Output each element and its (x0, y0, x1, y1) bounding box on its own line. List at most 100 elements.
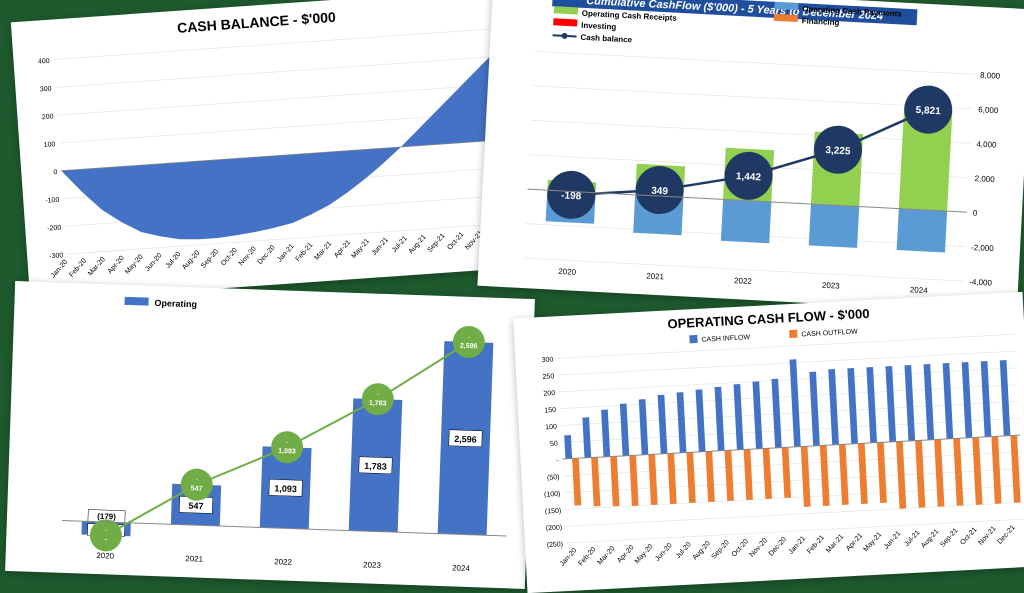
svg-text:Mar-21: Mar-21 (825, 533, 845, 554)
svg-text:(250): (250) (547, 541, 564, 549)
svg-text:0: 0 (973, 208, 978, 217)
svg-text:Apr-20: Apr-20 (616, 544, 635, 564)
svg-text:Mar-20: Mar-20 (596, 545, 616, 566)
svg-text:(100): (100) (544, 491, 561, 499)
svg-text:Oct-20: Oct-20 (220, 247, 239, 268)
svg-text:CASH BALANCE - $'000: CASH BALANCE - $'000 (177, 9, 337, 36)
svg-text:200: 200 (42, 113, 54, 121)
operating-cashflow-chart: OPERATING CASH FLOW - $'000 CASH INFLOW CA… (513, 292, 1024, 593)
svg-text:Feb-20: Feb-20 (577, 546, 597, 567)
svg-text:0: 0 (53, 169, 57, 176)
svg-text:Jun-21: Jun-21 (883, 530, 903, 551)
svg-text:-2,000: -2,000 (971, 243, 995, 253)
svg-text:Nov-21: Nov-21 (977, 525, 997, 547)
svg-text:Apr-20: Apr-20 (107, 255, 126, 276)
svg-text:2,000: 2,000 (974, 174, 995, 184)
svg-text:Aug-21: Aug-21 (920, 528, 940, 550)
svg-text:1,442: 1,442 (736, 171, 762, 183)
svg-text:250: 250 (542, 373, 554, 381)
svg-text:50: 50 (550, 440, 558, 447)
svg-text:Jan-20: Jan-20 (559, 547, 579, 568)
svg-text:5,821: 5,821 (915, 105, 941, 117)
svg-text:Jan-20: Jan-20 (50, 259, 69, 280)
svg-text:400: 400 (38, 58, 50, 66)
svg-text:CASH OUTFLOW: CASH OUTFLOW (801, 329, 858, 339)
svg-text:May-21: May-21 (863, 531, 884, 553)
svg-text:Mar-20: Mar-20 (87, 256, 107, 277)
cash-balance-chart: CASH BALANCE - $'000-300-200-10001002003… (11, 0, 519, 302)
svg-text:Jun-21: Jun-21 (371, 236, 390, 257)
svg-text:547: 547 (191, 485, 203, 492)
svg-text:Aug-21: Aug-21 (408, 234, 428, 256)
svg-text:547: 547 (188, 501, 203, 512)
annual-operating-chart: Operating(179)(19)202054720211,09320221,… (5, 281, 535, 589)
svg-text:-4,000: -4,000 (969, 277, 993, 287)
svg-text:Jul-20: Jul-20 (675, 541, 693, 560)
svg-text:-: - (556, 457, 559, 464)
svg-text:Jun-20: Jun-20 (654, 542, 674, 563)
svg-text:300: 300 (542, 356, 554, 364)
svg-text:2024: 2024 (910, 285, 929, 295)
svg-text:2023: 2023 (363, 560, 382, 570)
svg-text:May-20: May-20 (634, 543, 655, 565)
svg-text:Jan-21: Jan-21 (276, 243, 295, 264)
svg-text:Oct-21: Oct-21 (446, 231, 465, 252)
svg-text:1,783: 1,783 (369, 400, 387, 408)
svg-text:2020: 2020 (558, 267, 577, 277)
svg-text:Sep-20: Sep-20 (200, 248, 220, 270)
svg-text:2022: 2022 (734, 276, 753, 286)
svg-text:8,000: 8,000 (980, 71, 1001, 81)
svg-text:Dec-21: Dec-21 (996, 524, 1016, 546)
svg-text:Dec-20: Dec-20 (257, 244, 277, 266)
svg-text:(150): (150) (545, 508, 562, 516)
cumulative-cashflow-chart: Cumulative CashFlow ($'000) - 5 Years to… (477, 0, 1024, 314)
svg-text:Apr-21: Apr-21 (845, 532, 864, 552)
svg-text:1,093: 1,093 (274, 483, 297, 494)
svg-text:6,000: 6,000 (978, 105, 999, 115)
svg-text:1,783: 1,783 (364, 461, 387, 472)
svg-text:Nov-20: Nov-20 (238, 246, 258, 268)
svg-text:Feb-21: Feb-21 (806, 534, 826, 555)
svg-text:OPERATING CASH FLOW - $'000: OPERATING CASH FLOW - $'000 (667, 306, 870, 332)
svg-text:-300: -300 (49, 252, 64, 260)
svg-text:Oct-20: Oct-20 (731, 538, 750, 558)
svg-text:Operating: Operating (154, 298, 197, 309)
svg-text:Jul-21: Jul-21 (391, 235, 409, 254)
svg-text:Sep-20: Sep-20 (711, 539, 731, 561)
svg-text:Sep-21: Sep-21 (426, 232, 446, 254)
svg-text:Feb-21: Feb-21 (295, 242, 315, 263)
svg-text:(50): (50) (547, 474, 560, 482)
svg-text:2021: 2021 (646, 271, 665, 281)
svg-text:Cash balance: Cash balance (580, 33, 633, 45)
svg-text:2024: 2024 (452, 563, 471, 573)
svg-text:Jun-20: Jun-20 (144, 252, 163, 273)
svg-text:2022: 2022 (274, 557, 293, 567)
svg-text:3,225: 3,225 (825, 145, 851, 157)
svg-text:Aug-20: Aug-20 (181, 249, 201, 271)
svg-text:4,000: 4,000 (976, 140, 997, 150)
svg-text:May-20: May-20 (124, 253, 145, 275)
svg-text:2020: 2020 (96, 551, 115, 561)
svg-text:Dec-20: Dec-20 (768, 536, 788, 558)
svg-text:2023: 2023 (822, 281, 841, 291)
svg-text:2,596: 2,596 (460, 343, 478, 351)
svg-text:Feb-20: Feb-20 (68, 257, 88, 278)
svg-text:200: 200 (543, 390, 555, 398)
svg-text:Financing: Financing (801, 16, 839, 27)
svg-text:Apr-21: Apr-21 (333, 239, 352, 260)
svg-text:1,093: 1,093 (278, 448, 296, 456)
svg-text:Mar-21: Mar-21 (313, 240, 333, 261)
svg-text:(200): (200) (546, 524, 563, 532)
svg-text:Jul-21: Jul-21 (903, 529, 921, 548)
svg-text:Jul-20: Jul-20 (165, 251, 183, 270)
svg-text:Investing: Investing (581, 21, 617, 32)
svg-text:150: 150 (544, 407, 556, 415)
svg-text:CASH INFLOW: CASH INFLOW (701, 334, 750, 344)
svg-text:Sep-21: Sep-21 (939, 527, 959, 549)
svg-text:2,596: 2,596 (454, 434, 477, 445)
svg-text:May-21: May-21 (350, 238, 371, 260)
svg-text:Oct-21: Oct-21 (959, 526, 978, 546)
svg-text:-100: -100 (45, 197, 60, 205)
svg-text:300: 300 (40, 86, 52, 94)
svg-text:Jan-21: Jan-21 (788, 535, 808, 556)
